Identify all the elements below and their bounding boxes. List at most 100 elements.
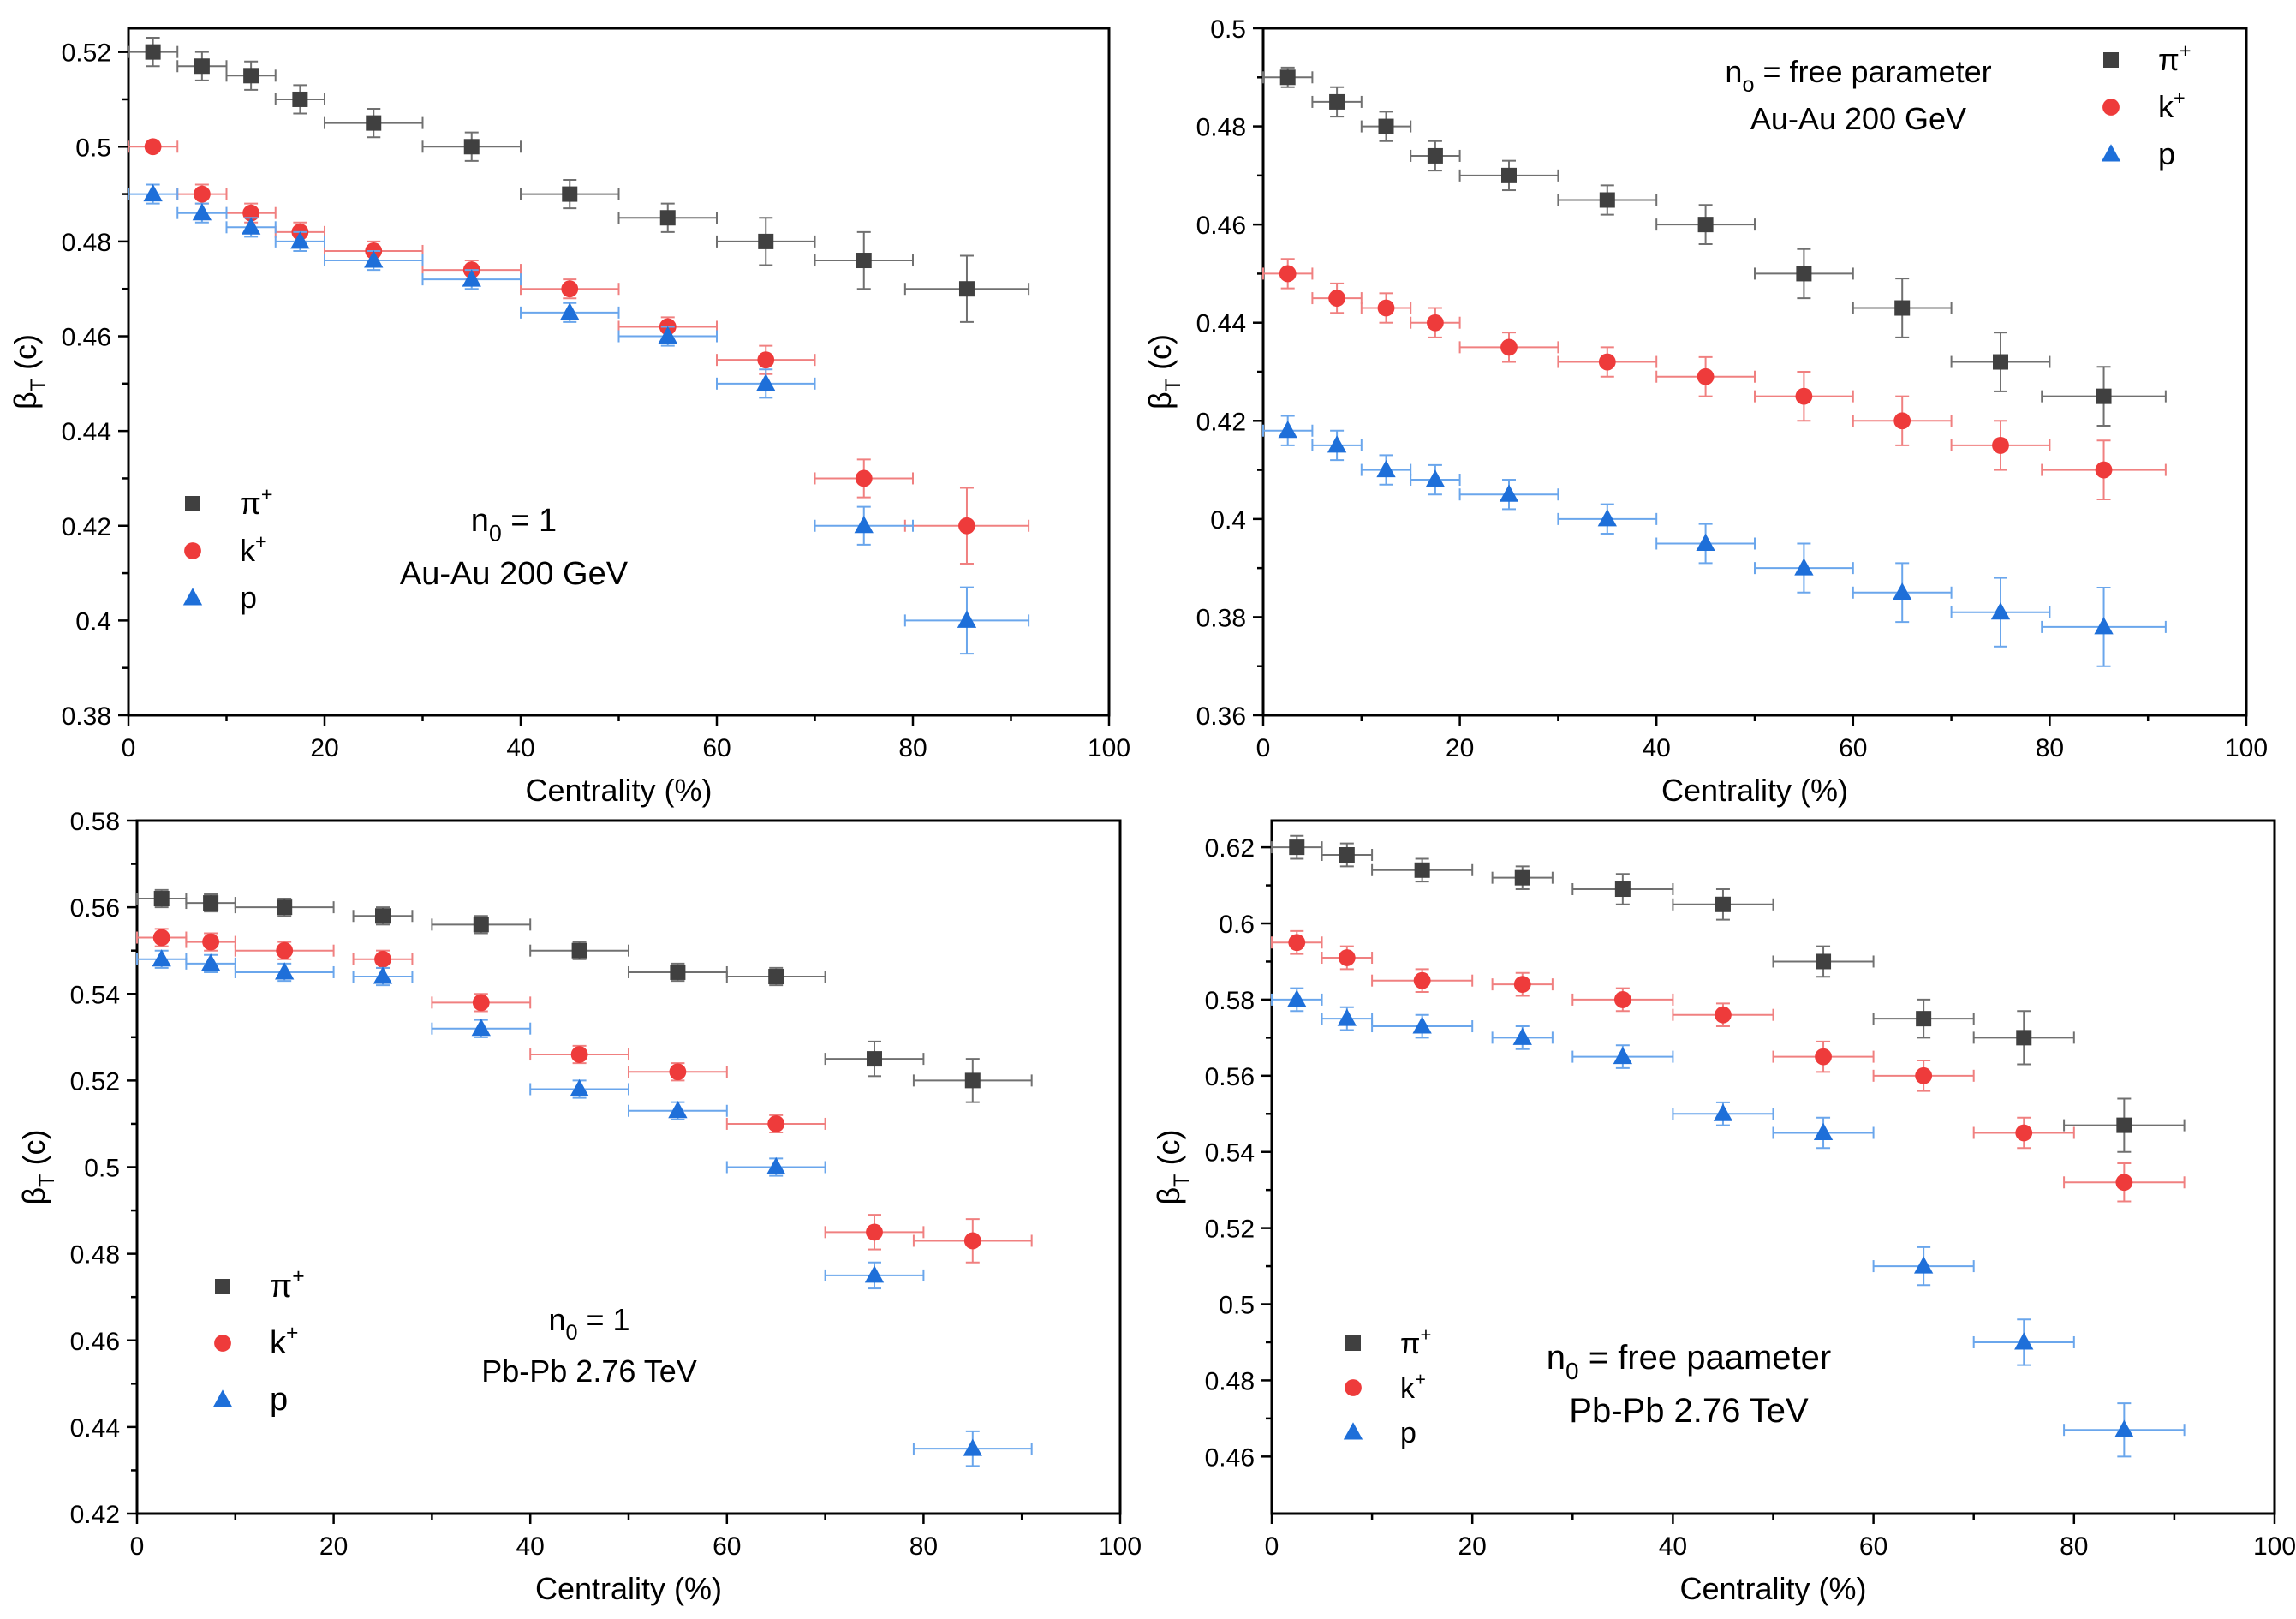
x-tick-label: 20 xyxy=(1446,734,1474,762)
x-tick-label: 0 xyxy=(1256,734,1271,762)
data-point-p xyxy=(364,250,384,268)
x-axis-label: Centrality (%) xyxy=(1661,773,1848,808)
data-point-p xyxy=(1813,1122,1834,1140)
data-point-p xyxy=(560,302,580,320)
legend-label-p: p xyxy=(240,580,257,615)
legend-marker-pi xyxy=(1345,1335,1361,1351)
annotation-line1: no = free parameter xyxy=(1725,54,1991,97)
data-point-k xyxy=(1500,338,1518,356)
y-tick-label: 0.5 xyxy=(84,1155,120,1183)
series-k xyxy=(1262,258,2167,500)
data-point-k xyxy=(374,950,391,968)
data-point-pi xyxy=(145,44,161,60)
data-point-p xyxy=(1287,989,1307,1007)
data-point-pi xyxy=(243,68,259,84)
annotation-line2: Au-Au 200 GeV xyxy=(400,556,629,592)
data-point-k xyxy=(202,933,219,951)
data-point-p xyxy=(1613,1046,1633,1065)
data-point-pi xyxy=(194,58,210,75)
data-point-p xyxy=(1597,509,1617,527)
data-point-pi xyxy=(1289,839,1305,856)
data-point-pi xyxy=(1796,266,1812,282)
y-tick-label: 0.54 xyxy=(70,981,120,1009)
legend-label-pi: π+ xyxy=(2158,39,2192,77)
data-point-pi xyxy=(659,210,676,226)
annotation-line2: Pb-Pb 2.76 TeV xyxy=(481,1353,697,1389)
data-point-pi xyxy=(856,253,872,269)
data-point-k xyxy=(2115,1174,2133,1192)
data-point-k xyxy=(1413,971,1431,989)
x-tick-label: 40 xyxy=(516,1532,545,1561)
data-point-pi xyxy=(1339,847,1355,863)
annotation: n0 = 1 Au-Au 200 GeV xyxy=(400,503,629,592)
data-point-p xyxy=(1278,421,1297,439)
y-tick-label: 0.6 xyxy=(1219,911,1255,939)
y-axis-label-group: βT (c) xyxy=(16,1129,59,1204)
data-point-p xyxy=(241,217,261,235)
x-tick-label: 20 xyxy=(1458,1532,1487,1561)
x-tick-label: 60 xyxy=(1839,734,1867,762)
data-point-pi xyxy=(2096,388,2112,404)
data-point-k xyxy=(855,469,873,487)
data-point-k xyxy=(472,994,490,1012)
x-tick-label: 100 xyxy=(2225,734,2268,762)
legend-marker-k xyxy=(214,1335,231,1352)
chart-panel-bottom-left: 0 20 40 60 80 100 0.42 0.44 0.46 0.48 0.5 0.52 0.54 0… xyxy=(16,808,1142,1606)
legend: π+ k+ p xyxy=(2101,39,2192,171)
data-point-pi xyxy=(1599,192,1615,208)
data-point-k xyxy=(570,1046,588,1063)
data-point-pi xyxy=(1993,354,2008,370)
x-tick-label: 60 xyxy=(702,734,731,762)
data-point-pi xyxy=(2116,1117,2132,1133)
data-point-p xyxy=(373,966,393,984)
x-tick-label: 80 xyxy=(2036,734,2064,762)
y-tick-label: 0.5 xyxy=(1210,15,1246,44)
legend-marker-k xyxy=(2102,99,2120,116)
data-point-k xyxy=(1279,265,1297,283)
data-point-pi xyxy=(1697,217,1714,233)
x-axis-label: Centrality (%) xyxy=(535,1571,722,1606)
legend-label-k: k+ xyxy=(2158,87,2186,124)
x-tick-label: 40 xyxy=(1659,1532,1687,1561)
data-point-pi xyxy=(153,891,170,907)
data-point-pi xyxy=(571,942,587,959)
data-point-p xyxy=(471,1018,491,1037)
data-point-pi xyxy=(366,115,382,131)
legend-marker-p xyxy=(212,1389,233,1407)
x-tick-label: 80 xyxy=(909,1532,938,1561)
data-point-p xyxy=(1376,459,1396,478)
data-point-k xyxy=(1377,299,1395,317)
data-point-p xyxy=(275,962,295,980)
legend-label-pi: π+ xyxy=(270,1265,305,1305)
series-p xyxy=(1271,987,2186,1458)
y-tick-label: 0.46 xyxy=(70,1328,120,1356)
data-point-p xyxy=(658,326,677,344)
chart-panel-bottom-right: 0 20 40 60 80 100 0.46 0.48 0.5 0.52 0.54 0.56 0.58 0… xyxy=(1151,819,2296,1606)
data-point-p xyxy=(963,1438,982,1456)
x-tick-label: 80 xyxy=(898,734,927,762)
data-point-pi xyxy=(292,91,308,107)
data-point-p xyxy=(1713,1103,1733,1121)
data-point-p xyxy=(1425,469,1446,487)
y-tick-label: 0.44 xyxy=(62,418,111,446)
y-tick-label: 0.44 xyxy=(70,1414,120,1443)
data-point-pi xyxy=(1279,69,1296,86)
data-point-k xyxy=(1697,367,1715,385)
data-point-k xyxy=(2015,1124,2033,1142)
x-tick-label: 100 xyxy=(1088,734,1130,762)
data-point-pi xyxy=(375,908,391,924)
y-axis-label-group: βT (c) xyxy=(1142,334,1185,409)
data-point-pi xyxy=(768,969,784,985)
y-tick-label: 0.58 xyxy=(1205,987,1255,1015)
plot-frame xyxy=(127,27,1111,717)
data-point-k xyxy=(561,280,579,298)
x-tick-label: 20 xyxy=(310,734,338,762)
data-point-pi xyxy=(1501,167,1517,183)
data-point-k xyxy=(1715,1006,1732,1024)
series-p xyxy=(136,949,1033,1467)
y-tick-label: 0.4 xyxy=(75,607,111,636)
y-tick-label: 0.58 xyxy=(70,808,120,836)
data-point-p xyxy=(462,269,481,287)
legend-marker-pi xyxy=(185,496,200,511)
x-tick-label: 0 xyxy=(1265,1532,1279,1561)
